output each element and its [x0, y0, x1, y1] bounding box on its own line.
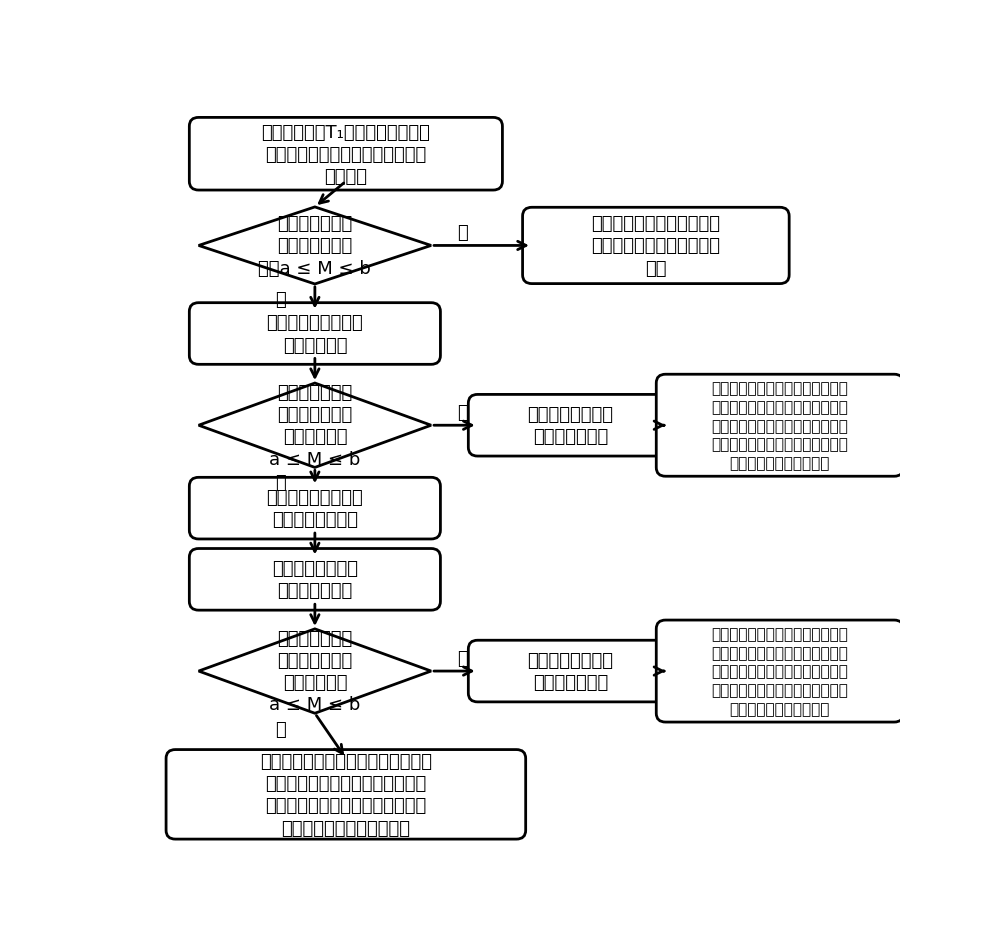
FancyBboxPatch shape [189, 304, 440, 365]
Text: 获取第一新飞灰含碳
量实时实测值: 获取第一新飞灰含碳 量实时实测值 [266, 314, 363, 354]
FancyBboxPatch shape [468, 641, 673, 703]
Text: 是: 是 [457, 404, 468, 422]
Polygon shape [199, 629, 431, 713]
Text: 输出第一新飞灰含碳量实时实测值
和第二新飞灰含碳量实时实测值的
均值作为飞灰含碳量实时实测值，
采用软硬测量相互校正的方法获取
飞灰含碳量进行结果输出: 输出第一新飞灰含碳量实时实测值 和第二新飞灰含碳量实时实测值的 均值作为飞灰含碳… [711, 381, 848, 470]
Text: 采用软硬测量相互校正的方
法获取飞灰含碳量进行结果
输出: 采用软硬测量相互校正的方 法获取飞灰含碳量进行结果 输出 [591, 215, 720, 277]
Text: 否: 否 [275, 721, 285, 739]
Text: 对一定时间内T₁的飞灰含碳量实时
实测值和飞灰含碳量软测值进行置
信度检验: 对一定时间内T₁的飞灰含碳量实时 实测值和飞灰含碳量软测值进行置 信度检验 [261, 124, 430, 186]
Text: 第二新飞灰含碳
量实时实测值的
偏差是否满足
a ≤ M ≤ b: 第二新飞灰含碳 量实时实测值的 偏差是否满足 a ≤ M ≤ b [269, 629, 361, 714]
Text: 输出飞灰含碳量在线
检测装置故障预警: 输出飞灰含碳量在线 检测装置故障预警 [266, 488, 363, 528]
Polygon shape [199, 208, 431, 285]
FancyBboxPatch shape [656, 375, 903, 477]
FancyBboxPatch shape [166, 750, 526, 840]
Text: 是: 是 [457, 649, 468, 667]
Text: 获取第二新飞灰含
碳量实时实测值: 获取第二新飞灰含 碳量实时实测值 [272, 560, 358, 600]
Text: 获取第三新飞灰含
碳量实时实测值: 获取第三新飞灰含 碳量实时实测值 [528, 651, 614, 691]
Text: 是: 是 [457, 224, 468, 242]
Text: 飞灰含碳量实时
实测值偏差是否
满足a ≤ M ≤ b: 飞灰含碳量实时 实测值偏差是否 满足a ≤ M ≤ b [258, 215, 371, 277]
Text: 获取第二新飞灰含
碳量实时实测值: 获取第二新飞灰含 碳量实时实测值 [528, 406, 614, 446]
FancyBboxPatch shape [656, 621, 903, 723]
FancyBboxPatch shape [189, 478, 440, 540]
FancyBboxPatch shape [523, 208, 789, 285]
FancyBboxPatch shape [468, 395, 673, 457]
Polygon shape [199, 384, 431, 468]
FancyBboxPatch shape [189, 549, 440, 610]
Text: 否: 否 [275, 290, 285, 308]
FancyBboxPatch shape [189, 118, 502, 190]
Text: 否: 否 [275, 473, 285, 491]
Text: 第一新飞灰含碳
量实时实测值的
偏差是否满足
a ≤ M ≤ b: 第一新飞灰含碳 量实时实测值的 偏差是否满足 a ≤ M ≤ b [269, 384, 361, 468]
Text: 输出飞灰含碳量在线检测装置故障，
采用飞灰含碳量软测值作为飞灰含
碳量进行结果输出，需要对飞灰含
碳量在线检测装置进行维修: 输出飞灰含碳量在线检测装置故障， 采用飞灰含碳量软测值作为飞灰含 碳量进行结果输… [260, 752, 432, 837]
Text: 输出第二新飞灰含碳量实时实测值
和第三新飞灰含碳量实时实测值的
均值作为飞灰含碳量实时实测值，
采用软硬测量相互校正的方法获取
飞灰含碳量进行结果输出: 输出第二新飞灰含碳量实时实测值 和第三新飞灰含碳量实时实测值的 均值作为飞灰含碳… [711, 626, 848, 716]
